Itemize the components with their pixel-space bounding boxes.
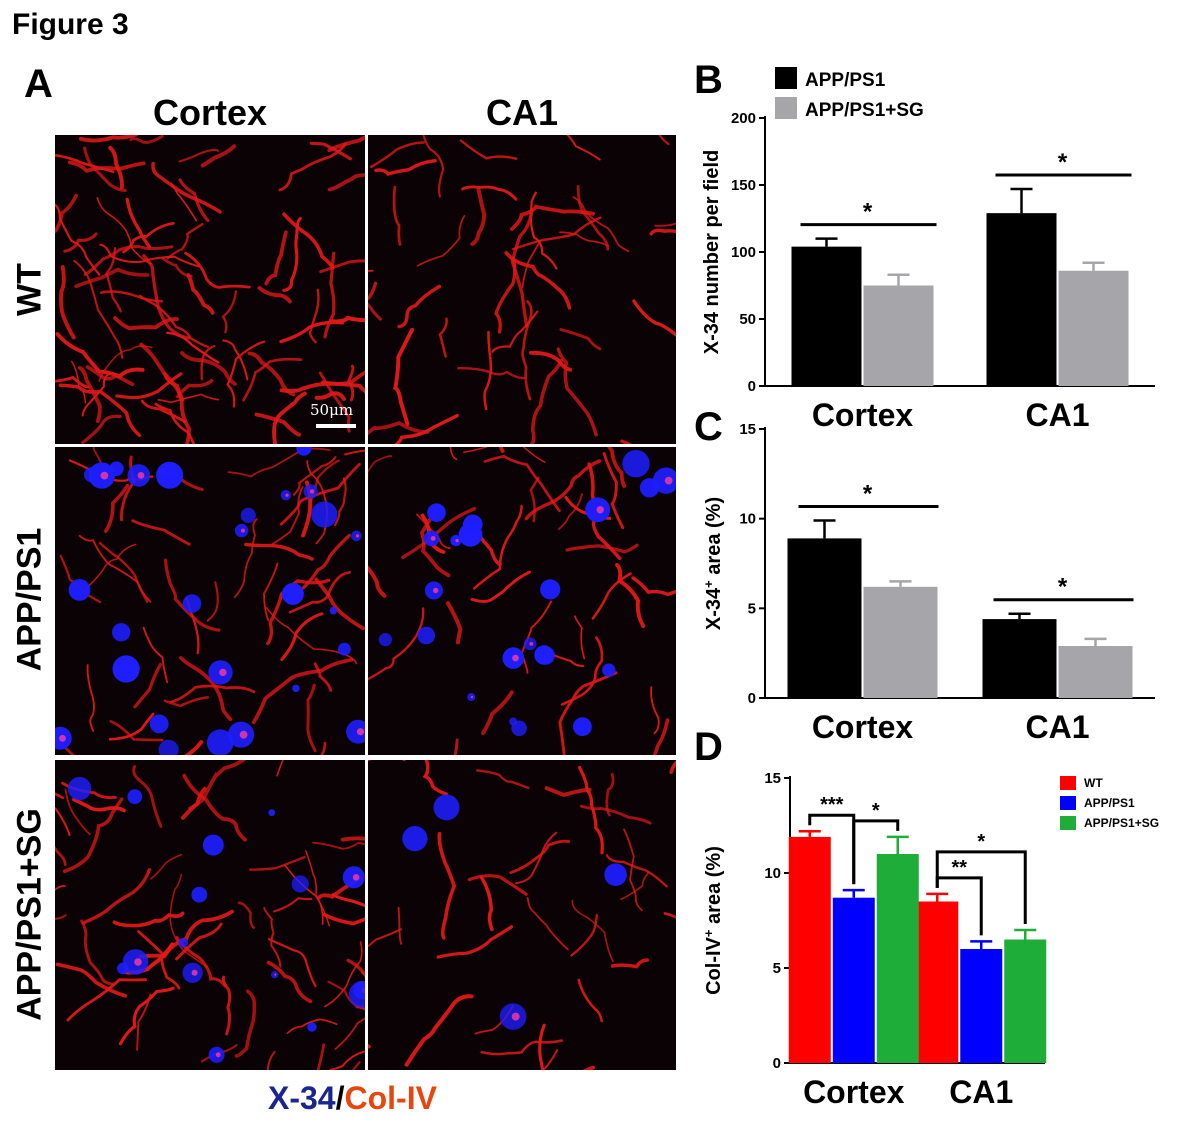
micrograph-app-ps1-ca1 [368, 447, 676, 755]
column-header-ca1: CA1 [485, 92, 559, 133]
vessel-network [55, 760, 365, 1070]
legend-label: WT [1084, 776, 1103, 790]
x-category-label: CA1 [1025, 397, 1089, 433]
vessel-network [59, 447, 365, 755]
micrograph-app-ps1-cortex [55, 447, 365, 755]
y-tick-label: 150 [731, 177, 756, 194]
x-category-label: Cortex [812, 709, 914, 745]
panel-b-letter: B [694, 58, 723, 102]
stain-caption-separator: / [335, 1080, 345, 1116]
legend-label: APP/PS1+SG [805, 100, 924, 121]
y-tick-label: 50 [739, 311, 756, 328]
row-header-app-ps1-sg: APP/PS1+SG [10, 808, 49, 1021]
plaque-deposits [55, 447, 365, 755]
plaque-deposits [402, 794, 627, 1030]
bar [863, 586, 938, 698]
x-category-label: Cortex [812, 397, 914, 433]
column-header-cortex: Cortex [152, 92, 268, 133]
significance-label: * [863, 480, 873, 507]
stain-caption-x34: X-34 [268, 1080, 336, 1116]
y-axis-label: X-34 number per field [701, 150, 723, 355]
bar [986, 213, 1057, 386]
y-tick-label: 15 [739, 421, 756, 438]
bar [960, 949, 1003, 1063]
bar [982, 619, 1057, 698]
panel-d-letter: D [694, 725, 723, 769]
legend-swatch [1060, 776, 1076, 790]
plaque-deposits [378, 450, 676, 737]
y-tick-label: 100 [731, 244, 756, 261]
y-axis-label: X-34+ area (%) [701, 497, 726, 630]
bar [1058, 645, 1133, 698]
x-category-label: CA1 [949, 1074, 1013, 1110]
micrograph-wt-cortex [55, 135, 365, 444]
bar [876, 854, 919, 1063]
y-axis-label: Col-IV+ area (%) [701, 846, 726, 995]
micrograph-background [55, 135, 365, 444]
bar [1004, 939, 1047, 1063]
x-category-label: Cortex [803, 1074, 905, 1110]
legend-swatch [1060, 816, 1076, 830]
significance-label: * [872, 800, 880, 822]
micrograph-app-ps1-sg-ca1 [368, 760, 676, 1070]
y-tick-label: 5 [748, 600, 756, 617]
bar [863, 285, 934, 386]
panel-c-letter: C [694, 405, 723, 449]
chart-c: 0 5 10 15 X-34+ area (%) Cortex CA1 * * [701, 421, 1155, 745]
row-header-wt: WT [10, 263, 49, 316]
y-tick-label: 0 [748, 378, 756, 395]
micrograph-background [55, 760, 365, 1070]
y-tick-label: 10 [764, 865, 781, 882]
significance-label: * [1058, 149, 1068, 176]
y-tick-label: 200 [731, 110, 756, 127]
significance-label: ** [951, 857, 967, 879]
bar [788, 836, 831, 1063]
panel-a-letter: A [24, 62, 53, 106]
significance-label: * [1058, 574, 1068, 601]
bar [791, 246, 862, 386]
plaque-deposits [67, 776, 365, 1063]
legend-label: APP/PS1 [805, 70, 886, 91]
y-tick-label: 0 [748, 690, 756, 707]
micrograph-app-ps1-sg-cortex [55, 760, 365, 1070]
significance-label: * [977, 831, 985, 853]
x-category-label: CA1 [1025, 709, 1089, 745]
y-tick-label: 10 [739, 511, 756, 528]
chart-b: 0 50 100 150 200 X-34 number per field Cortex C… [701, 67, 1155, 433]
bar [1058, 270, 1129, 386]
significance-label: * [863, 199, 873, 226]
scale-bar-label: 50μm [310, 401, 354, 419]
legend-label: APP/PS1+SG [1084, 816, 1159, 830]
significance-bracket [935, 850, 1027, 924]
significance-label: *** [820, 794, 844, 816]
y-tick-label: 0 [773, 1055, 781, 1072]
significance-bracket [852, 819, 900, 885]
figure-title: Figure 3 [12, 8, 129, 41]
bar [787, 538, 862, 698]
legend-swatch [775, 97, 797, 119]
micrograph-wt-ca1 [368, 135, 676, 444]
stain-caption-coliv: Col-IV [344, 1080, 437, 1116]
bar [916, 901, 959, 1063]
vessel-network [55, 135, 365, 444]
vessel-network [368, 135, 676, 444]
micrograph-background [368, 447, 676, 755]
legend-label: APP/PS1 [1084, 796, 1135, 810]
y-tick-label: 5 [773, 960, 781, 977]
scale-bar [316, 424, 356, 428]
legend-swatch [1060, 796, 1076, 810]
legend-swatch [775, 67, 797, 89]
bar [832, 897, 875, 1063]
y-tick-label: 15 [764, 770, 781, 787]
row-header-app-ps1: APP/PS1 [10, 527, 49, 672]
stain-caption: X-34/Col-IV [268, 1080, 437, 1117]
